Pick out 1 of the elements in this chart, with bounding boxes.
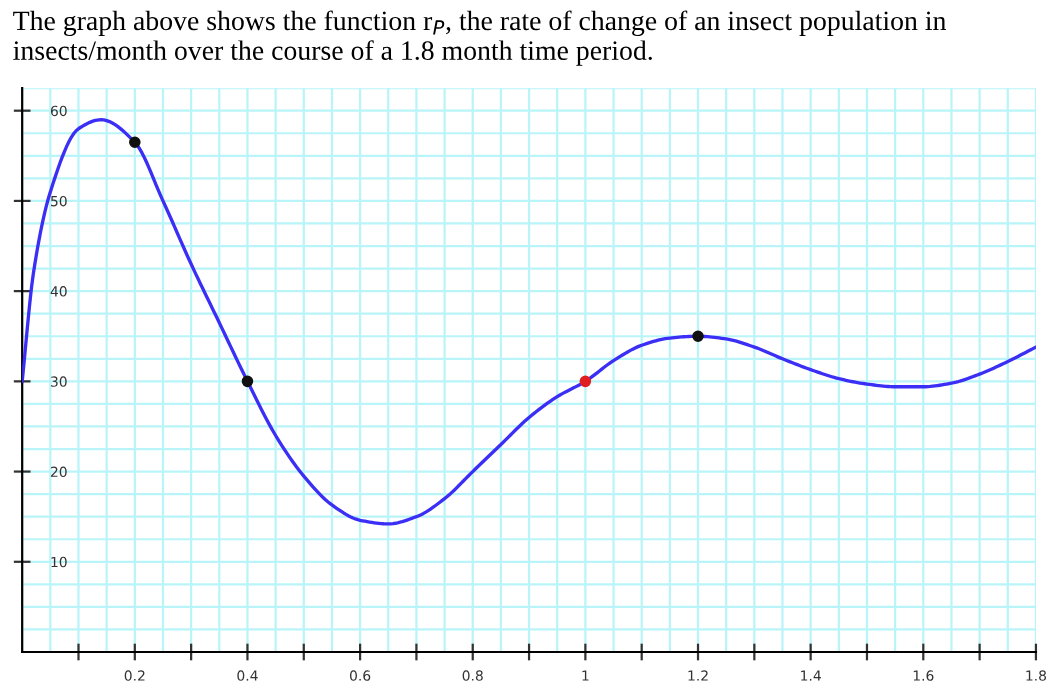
chart-title: The graph above shows the function r$_{P}$, the rate of change of an insect population in insects/month over the course of a 1.8 month time period. xyxy=(13,10,947,66)
